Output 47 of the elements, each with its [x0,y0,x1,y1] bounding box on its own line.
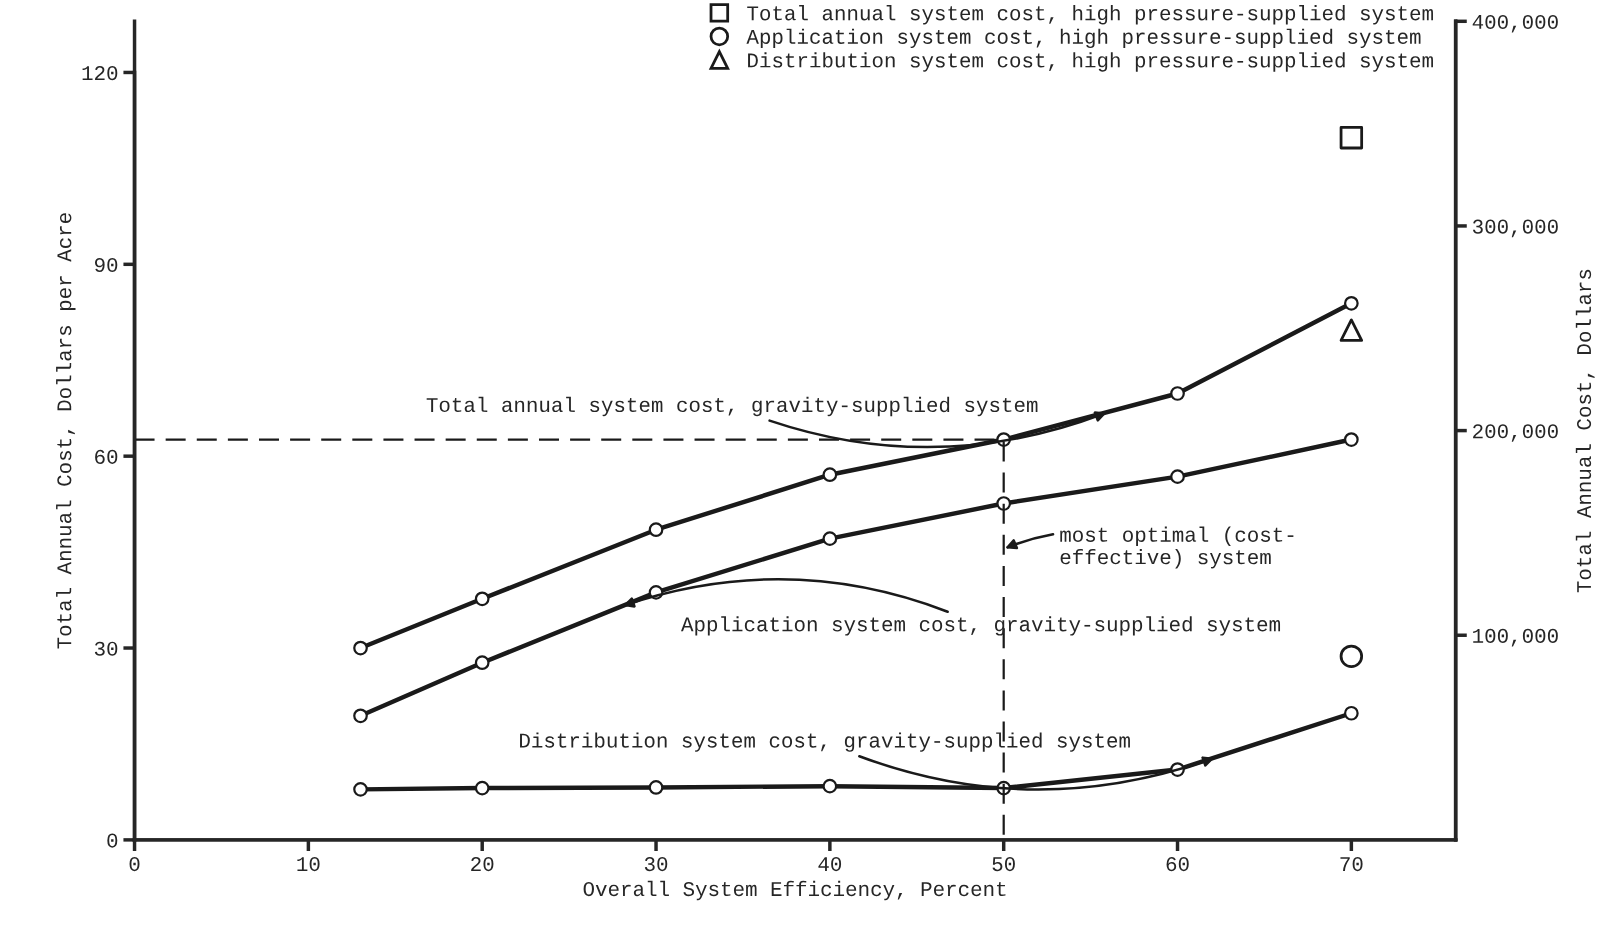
x-tick-label: 10 [297,857,320,872]
y2-tick-label: 400,000 [1472,14,1558,33]
x-tick-label: 60 [1166,857,1189,872]
point [353,782,368,797]
legend-label: Application system cost, high pressure-supplied system [746,28,1421,49]
point [1344,705,1359,721]
legend-label: Distribution system cost, high pressure-supplied system [748,52,1433,72]
point [648,522,664,538]
point [353,640,368,656]
annotation: Distribution system cost, gravity-supplied system [520,732,1130,752]
point [474,591,490,607]
point [648,780,664,795]
point [1339,318,1364,342]
x-tick-label: 70 [1340,857,1363,872]
x-tick-label: 0 [129,857,140,872]
point [1339,126,1364,150]
y2-axis-title: Total Annual Cost, Dollars [1575,269,1595,593]
point [474,655,490,671]
y2-tick-label: 300,000 [1472,219,1558,238]
point [822,467,838,483]
point [822,531,838,547]
annotation: Total annual system cost, gravity-supplied system [426,396,1038,417]
x-tick-label: 20 [471,857,494,872]
y-tick-label: 30 [94,641,118,656]
annotation: most optimal (cost- effective) system [1060,526,1294,569]
x-tick-label: 50 [992,857,1015,872]
y-tick-label: 90 [95,257,118,273]
point [1344,432,1359,447]
annotation: Application system cost, gravity-supplied system [680,616,1281,636]
point [996,496,1012,511]
point [1170,469,1185,484]
legend-label: Total annual system cost, high pressure-supplied system [747,5,1433,25]
y-tick-label: 0 [107,833,118,848]
y-tick-label: 60 [95,449,118,464]
y-axis-title: Total Annual Cost, Dollars per Acre [56,213,76,649]
point [353,708,368,724]
x-tick-label: 40 [818,857,842,872]
y-tick-label: 120 [82,66,118,81]
y2-tick-label: 100,000 [1473,628,1558,647]
y2-tick-label: 200,000 [1473,424,1558,442]
x-tick-label: 30 [644,857,668,872]
point [474,780,490,796]
point [1344,295,1359,311]
point [1170,386,1185,401]
point [1339,644,1364,669]
point [822,778,838,794]
x-axis-title: Overall System Efficiency, Percent [583,880,1006,901]
